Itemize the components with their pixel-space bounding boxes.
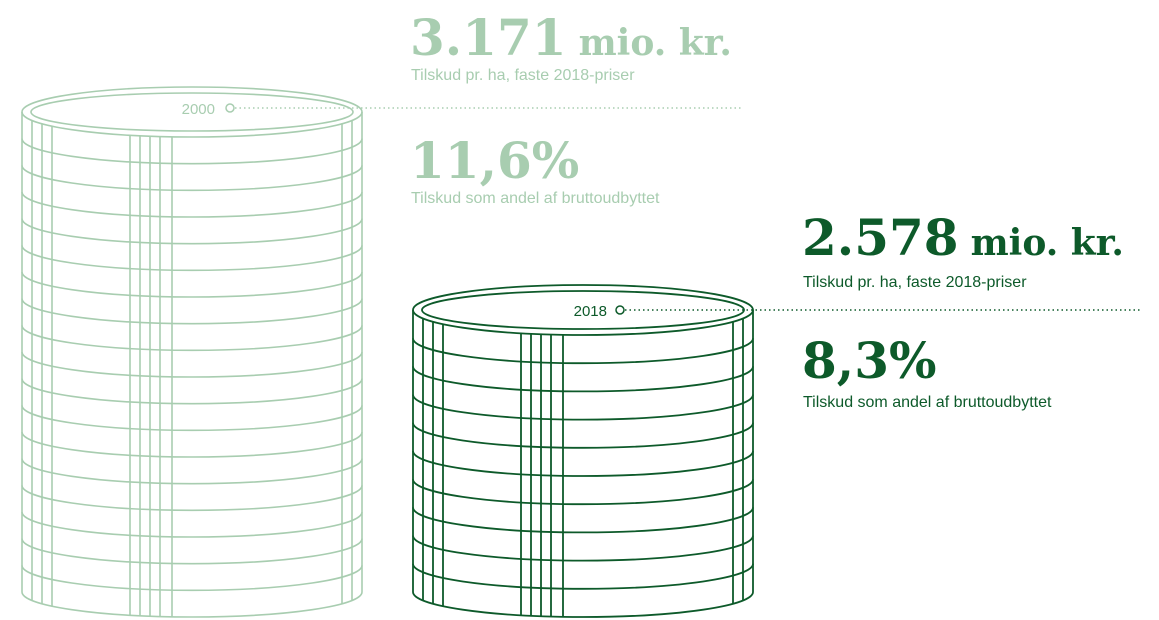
share: 11,6% — [410, 131, 579, 190]
amount: 2.578 mio. kr. — [802, 208, 1124, 267]
coin-top-inner — [30, 92, 354, 132]
amount-value: 3.171 — [410, 8, 567, 67]
coin-edge — [412, 422, 754, 449]
coin-edge — [21, 378, 363, 405]
amount-unit: mio. kr. — [971, 222, 1124, 264]
coin-edge — [21, 565, 363, 592]
coin-edge — [21, 165, 363, 192]
coin-edge — [21, 298, 363, 325]
coin-edge — [21, 458, 363, 485]
coin-edge — [412, 591, 754, 618]
coin-edge — [21, 538, 363, 565]
coin-edge — [21, 431, 363, 458]
share-caption: Tilskud som andel af bruttoudbyttet — [803, 394, 1052, 411]
coin-edge — [21, 271, 363, 298]
coin-stacks — [21, 86, 754, 618]
amount-caption: Tilskud pr. ha, faste 2018-priser — [411, 67, 635, 84]
coin-edge — [21, 218, 363, 245]
coin-edge — [21, 485, 363, 512]
coin-top-inner — [421, 290, 745, 330]
coin-edge — [412, 479, 754, 506]
coin-edge — [412, 450, 754, 477]
coin-edge — [412, 394, 754, 421]
coin-edge — [21, 138, 363, 165]
coin-edge — [412, 338, 754, 365]
share: 8,3% — [802, 331, 937, 390]
coin-edge — [21, 191, 363, 218]
amount: 3.171 mio. kr. — [410, 8, 732, 67]
amount-caption: Tilskud pr. ha, faste 2018-priser — [803, 274, 1027, 291]
marker — [225, 103, 235, 113]
year-label: 2000 — [182, 101, 215, 118]
coin-edge — [412, 563, 754, 590]
group-2018: 2.578 mio. kr. Tilskud pr. ha, faste 2018… — [574, 208, 1140, 411]
coin-edge — [21, 591, 363, 618]
coin-edge — [21, 351, 363, 378]
coin-edge — [412, 507, 754, 534]
coin-edge — [21, 511, 363, 538]
coin-edge — [412, 366, 754, 393]
group-2000: 3.171 mio. kr. Tilskud pr. ha, faste 2018… — [182, 8, 742, 207]
coin-edge — [21, 245, 363, 272]
coin-edge — [21, 405, 363, 432]
year-label: 2018 — [574, 303, 607, 320]
share-caption: Tilskud som andel af bruttoudbyttet — [411, 190, 660, 207]
coin-edge — [21, 325, 363, 352]
amount-value: 2.578 — [802, 208, 959, 267]
marker — [615, 305, 625, 315]
amount-unit: mio. kr. — [579, 22, 732, 64]
coin-edge — [412, 535, 754, 562]
